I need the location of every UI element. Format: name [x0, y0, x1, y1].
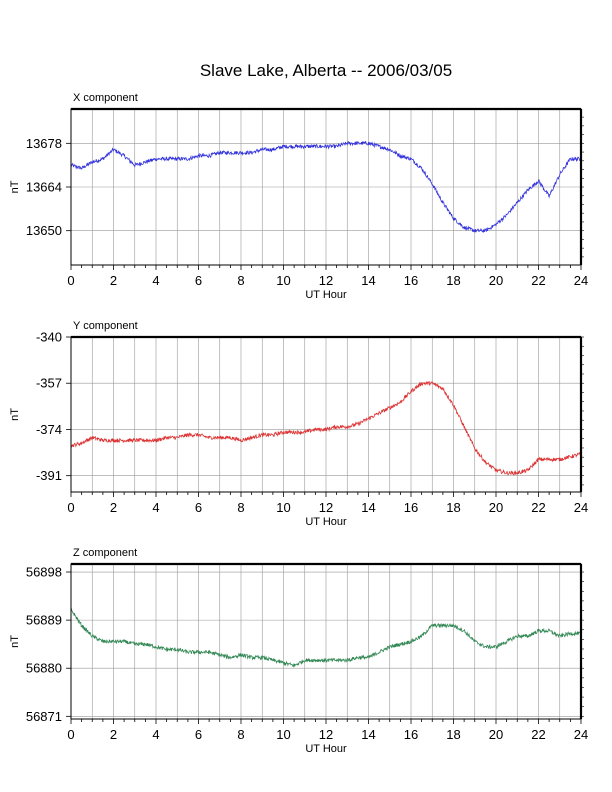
panel-3: 0 2 4 6 8 10 12 14 16 18 20 22 245687156880568895689… [9, 547, 588, 755]
x-tick-label: 16 [404, 727, 418, 742]
x-tick-label: 16 [404, 500, 418, 515]
x-tick-label: 4 [152, 500, 159, 515]
series-line [70, 380, 582, 476]
x-tick-label: 10 [276, 727, 290, 742]
x-tick-label: 12 [319, 273, 333, 288]
x-tick-label: 24 [574, 727, 588, 742]
x-tick-label: 18 [446, 273, 460, 288]
y-tick-label: 56871 [26, 709, 62, 724]
x-tick-label: 0 [67, 500, 74, 515]
x-tick-label: 6 [195, 273, 202, 288]
y-tick-label: 13678 [26, 136, 62, 151]
x-tick-label: 20 [489, 500, 503, 515]
x-tick-label: 14 [361, 273, 375, 288]
x-axis-label: UT Hour [305, 289, 347, 301]
x-tick-label: 8 [237, 273, 244, 288]
y-axis-label: nT [9, 408, 21, 421]
x-tick-label: 14 [361, 727, 375, 742]
x-tick-label: 16 [404, 273, 418, 288]
x-tick-label: 12 [319, 727, 333, 742]
x-tick-label: 24 [574, 273, 588, 288]
panel-label: Y component [73, 320, 138, 332]
y-tick-label: 13664 [26, 180, 62, 195]
x-tick-label: 2 [110, 727, 117, 742]
x-tick-label: 2 [110, 273, 117, 288]
y-tick-label: -357 [36, 376, 62, 391]
panel-label: Z component [73, 547, 137, 559]
y-axis-label: nT [9, 180, 21, 193]
y-tick-label: 13650 [26, 223, 62, 238]
y-axis-label: nT [9, 635, 21, 648]
x-tick-label: 20 [489, 273, 503, 288]
y-tick-label: 56880 [26, 661, 62, 676]
x-tick-label: 6 [195, 727, 202, 742]
y-tick-label: -374 [36, 422, 62, 437]
x-tick-label: 12 [319, 500, 333, 515]
panel-label: X component [73, 92, 138, 104]
x-tick-label: 2 [110, 500, 117, 515]
x-tick-label: 24 [574, 500, 588, 515]
y-tick-label: -391 [36, 468, 62, 483]
series-line [70, 608, 582, 668]
x-tick-label: 4 [152, 273, 159, 288]
x-tick-label: 10 [276, 273, 290, 288]
series-line [70, 140, 582, 233]
x-tick-label: 0 [67, 727, 74, 742]
x-tick-label: 22 [531, 500, 545, 515]
x-tick-label: 6 [195, 500, 202, 515]
x-tick-label: 0 [67, 273, 74, 288]
figure-title: Slave Lake, Alberta -- 2006/03/05 [200, 61, 452, 80]
x-axis-label: UT Hour [305, 516, 347, 528]
x-tick-label: 10 [276, 500, 290, 515]
x-tick-label: 20 [489, 727, 503, 742]
x-tick-label: 8 [237, 500, 244, 515]
x-tick-label: 22 [531, 273, 545, 288]
x-tick-label: 22 [531, 727, 545, 742]
x-tick-label: 8 [237, 727, 244, 742]
y-tick-label: -340 [36, 330, 62, 345]
x-tick-label: 18 [446, 500, 460, 515]
x-tick-label: 4 [152, 727, 159, 742]
y-tick-label: 56898 [26, 565, 62, 580]
y-tick-label: 56889 [26, 613, 62, 628]
x-tick-label: 18 [446, 727, 460, 742]
x-tick-label: 14 [361, 500, 375, 515]
x-axis-label: UT Hour [305, 743, 347, 755]
